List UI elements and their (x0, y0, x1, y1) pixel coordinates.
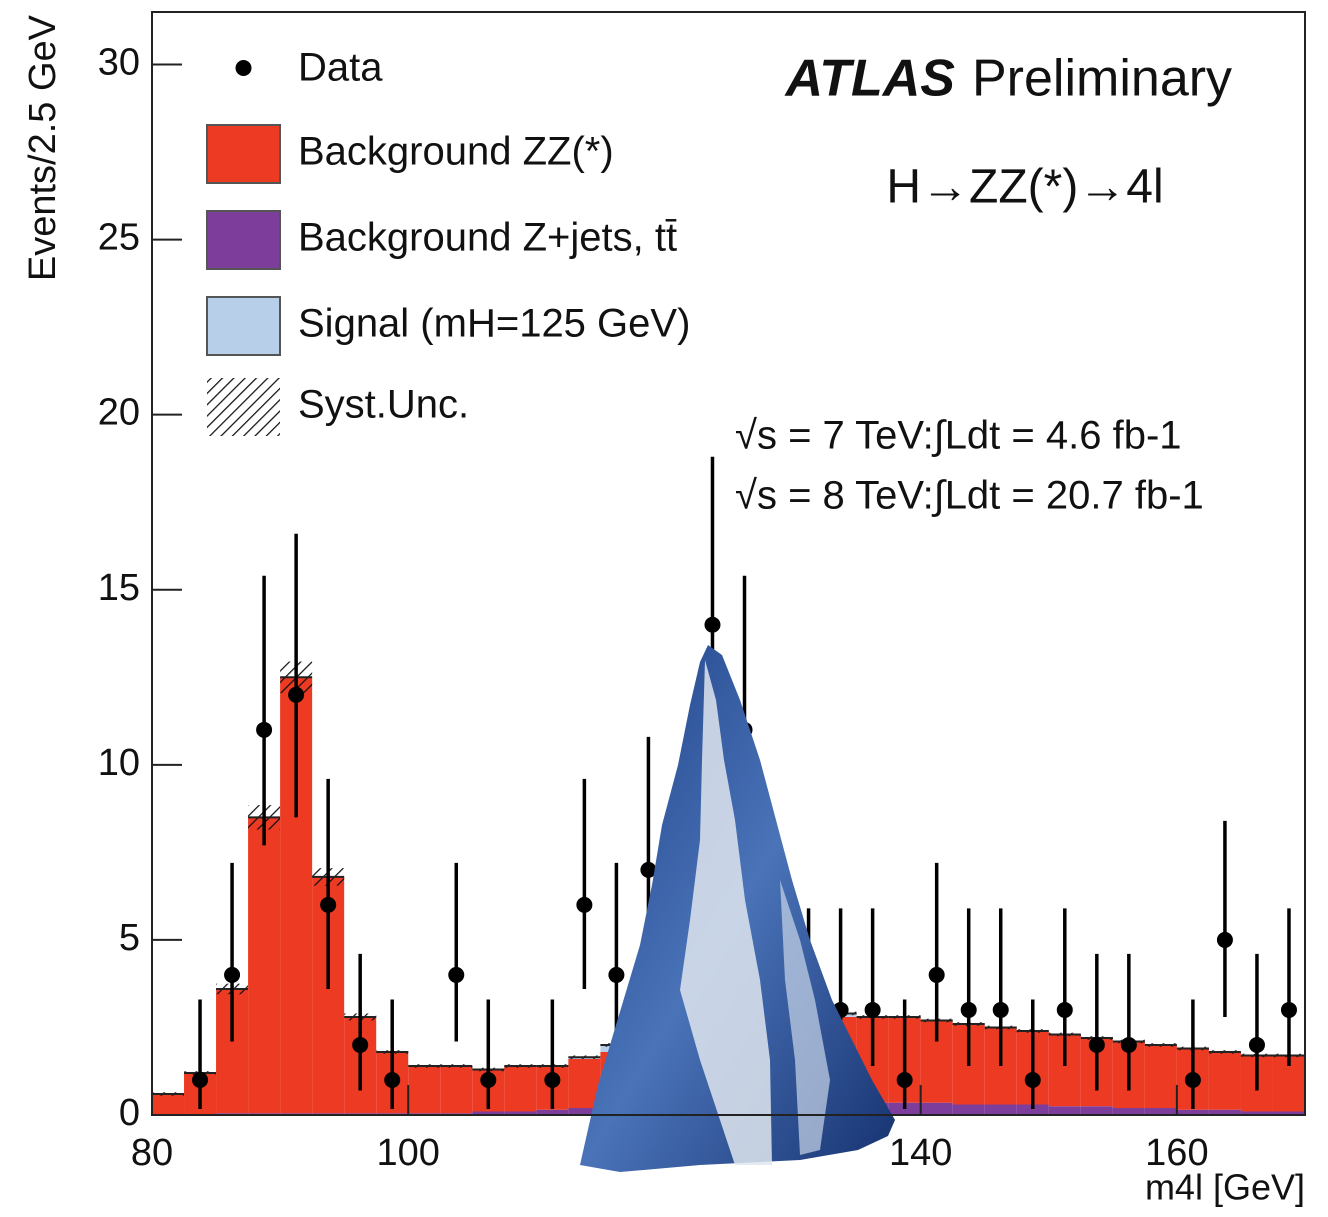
histogram-bar (1144, 1044, 1177, 1108)
legend-swatch (206, 296, 281, 356)
data-point (1184, 1071, 1201, 1088)
y-tick-label: 0 (119, 1092, 140, 1134)
luminosity-label: √s = 7 TeV:∫Ldt = 4.6 fb-1 (735, 414, 1182, 458)
y-axis-label: Events/2.5 GeV (22, 14, 64, 281)
data-point (1280, 1001, 1297, 1018)
legend-swatch (206, 210, 281, 270)
histogram-bar (248, 817, 281, 1114)
histogram-bar (1080, 1106, 1113, 1115)
data-point (992, 1001, 1009, 1018)
plot-frame (151, 11, 1306, 1116)
data-point (288, 686, 305, 703)
data-point (352, 1036, 369, 1053)
data-point (928, 966, 945, 983)
mountain-snow (680, 660, 772, 1165)
legend-label: Signal (mH=125 GeV) (298, 302, 690, 346)
legend-swatch (207, 378, 280, 436)
histogram-bar (1208, 1109, 1241, 1115)
data-point (544, 1071, 561, 1088)
data-point (704, 616, 721, 633)
histogram-bar (440, 1065, 473, 1114)
histogram-bar (1240, 1111, 1273, 1115)
data-point (192, 1071, 209, 1088)
data-point (224, 966, 241, 983)
histogram-bar (504, 1111, 537, 1115)
data-point (480, 1071, 497, 1088)
legend: Data Background ZZ(*) Background Z+jets, t… (206, 46, 690, 436)
histogram-bar (952, 1104, 985, 1115)
histogram-bar (536, 1109, 569, 1115)
histogram-bar (568, 1107, 601, 1115)
data-point (960, 1001, 977, 1018)
y-tick-label: 5 (119, 917, 140, 959)
axes: 0 5 10 15 20 25 30 80 100 140 160 (98, 11, 1306, 1174)
x-tick-label: 80 (131, 1132, 173, 1174)
mountain-image (580, 645, 895, 1172)
histogram-bar (1112, 1107, 1145, 1115)
histogram-bar (1048, 1106, 1081, 1115)
histogram-bar (152, 1093, 185, 1115)
experiment-label: ATLAS (784, 50, 956, 108)
data-point (896, 1071, 913, 1088)
data-point (608, 966, 625, 983)
histogram-bar (1016, 1104, 1049, 1115)
y-tick-label: 10 (98, 742, 140, 784)
status-label: Preliminary (972, 50, 1232, 108)
x-tick-label: 100 (377, 1132, 440, 1174)
data-point (864, 1001, 881, 1018)
legend-label: Background ZZ(*) (298, 130, 614, 174)
data-point (320, 896, 337, 913)
x-tick-label: 140 (889, 1132, 952, 1174)
histogram-bar (1144, 1107, 1177, 1115)
histogram-bar (1272, 1111, 1305, 1115)
mountain-snow (780, 880, 830, 1155)
histogram-bar (472, 1111, 505, 1115)
legend-label: Data (298, 46, 383, 90)
y-tick-label: 25 (98, 217, 140, 259)
legend-marker (235, 60, 252, 76)
histogram-bar (504, 1065, 537, 1112)
x-tick-label: 160 (1145, 1132, 1208, 1174)
data-point (640, 861, 657, 878)
process-label: H→ZZ(*)→4l (886, 161, 1163, 214)
data-point (384, 1071, 401, 1088)
y-tick-label: 15 (98, 567, 140, 609)
histogram-bar (1176, 1109, 1209, 1115)
histogram-bar (920, 1102, 953, 1115)
y-tick-label: 30 (98, 42, 140, 84)
luminosity-label: √s = 8 TeV:∫Ldt = 20.7 fb-1 (735, 474, 1204, 518)
data-point (1056, 1001, 1073, 1018)
y-tick-label: 20 (98, 392, 140, 434)
x-axis-label: m4l [GeV] (1145, 1167, 1305, 1208)
legend-label: Background Z+jets, tt̄ (298, 216, 677, 260)
histogram-bar (1208, 1051, 1241, 1110)
legend-swatch (206, 124, 281, 184)
legend-label: Syst.Unc. (298, 383, 469, 427)
data-point (1248, 1036, 1265, 1053)
histogram-bar (408, 1065, 441, 1114)
data-point (1024, 1071, 1041, 1088)
data-point (448, 966, 465, 983)
data-point (1120, 1036, 1137, 1053)
histogram-bar (984, 1104, 1017, 1115)
data-point (1088, 1036, 1105, 1053)
data-point (1216, 931, 1233, 948)
data-point (256, 721, 273, 738)
data-point (576, 896, 593, 913)
